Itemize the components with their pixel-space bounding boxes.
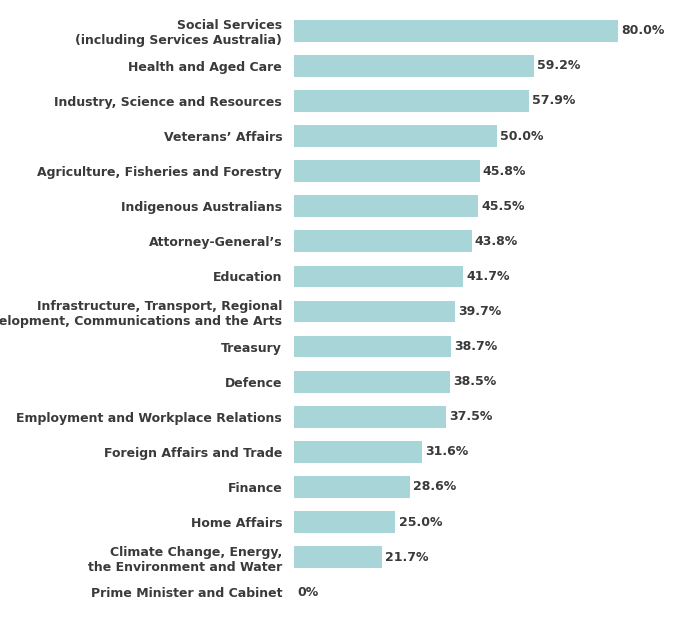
Text: 59.2%: 59.2% bbox=[537, 59, 580, 72]
Text: 38.7%: 38.7% bbox=[454, 340, 497, 353]
Bar bbox=[294, 546, 382, 568]
Text: 45.8%: 45.8% bbox=[483, 164, 526, 178]
Bar bbox=[294, 371, 450, 392]
Bar bbox=[294, 441, 422, 463]
Text: 0%: 0% bbox=[298, 586, 318, 599]
Text: 45.5%: 45.5% bbox=[482, 200, 525, 212]
Text: 43.8%: 43.8% bbox=[475, 235, 518, 248]
Bar bbox=[294, 301, 455, 322]
Text: 21.7%: 21.7% bbox=[385, 551, 428, 564]
Text: 80.0%: 80.0% bbox=[622, 24, 665, 37]
Bar bbox=[294, 160, 480, 182]
Bar bbox=[294, 476, 410, 498]
Text: 28.6%: 28.6% bbox=[413, 480, 456, 493]
Text: 50.0%: 50.0% bbox=[500, 130, 543, 143]
Text: 57.9%: 57.9% bbox=[532, 95, 575, 108]
Bar bbox=[294, 511, 396, 533]
Text: 31.6%: 31.6% bbox=[426, 445, 468, 459]
Bar bbox=[294, 196, 478, 217]
Text: 39.7%: 39.7% bbox=[458, 305, 501, 318]
Text: 41.7%: 41.7% bbox=[466, 270, 510, 283]
Text: 38.5%: 38.5% bbox=[454, 375, 496, 388]
Bar bbox=[294, 20, 618, 42]
Text: 25.0%: 25.0% bbox=[398, 515, 442, 528]
Text: 37.5%: 37.5% bbox=[449, 411, 493, 423]
Bar bbox=[294, 231, 472, 252]
Bar bbox=[294, 90, 528, 112]
Bar bbox=[294, 406, 446, 427]
Bar bbox=[294, 265, 463, 287]
Bar bbox=[294, 125, 496, 147]
Bar bbox=[294, 55, 534, 77]
Bar bbox=[294, 336, 451, 358]
